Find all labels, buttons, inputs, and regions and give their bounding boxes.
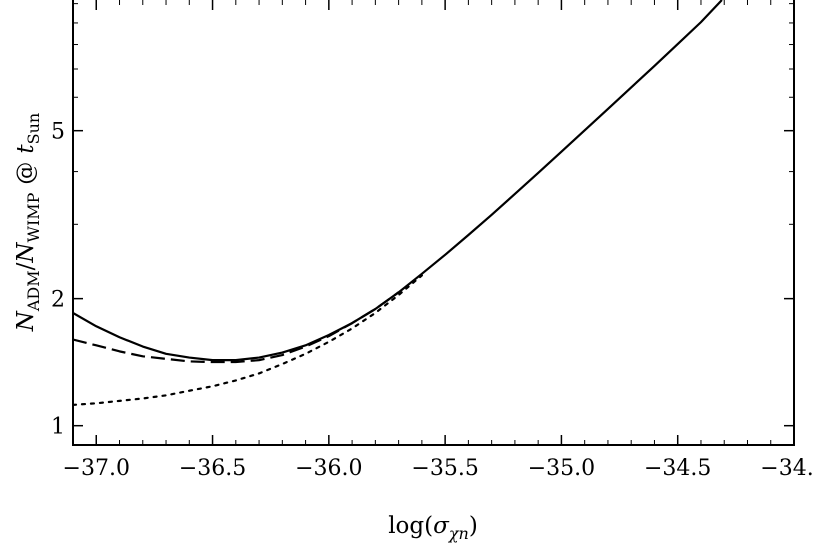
x-axis-label: log(σχn) xyxy=(388,513,478,543)
series-line-dotted xyxy=(73,274,423,407)
x-tick-label: −37.0 xyxy=(63,456,130,481)
x-tick-label: −34.5 xyxy=(644,456,711,481)
x-tick-label: −35.5 xyxy=(411,456,478,481)
x-tick-label: −34.0 xyxy=(760,456,814,481)
y-tick-label: 2 xyxy=(51,288,65,313)
x-tick-label: −36.0 xyxy=(295,456,362,481)
ticks-layer: −37.0 −36.5 −36.0 −35.5 −35.0 −34.5 −34.0 1 2 5 xyxy=(51,0,814,481)
series-line-dashed xyxy=(73,291,400,364)
series-layer xyxy=(73,0,723,407)
y-axis-label: NADM/NWIMP@tSun xyxy=(13,113,43,333)
y-tick-label: 1 xyxy=(51,415,65,440)
plot-frame xyxy=(72,0,795,446)
y-tick-label: 5 xyxy=(51,120,65,145)
series-line-solid xyxy=(73,0,723,362)
x-tick-label: −36.5 xyxy=(179,456,246,481)
x-tick-label: −35.0 xyxy=(528,456,595,481)
